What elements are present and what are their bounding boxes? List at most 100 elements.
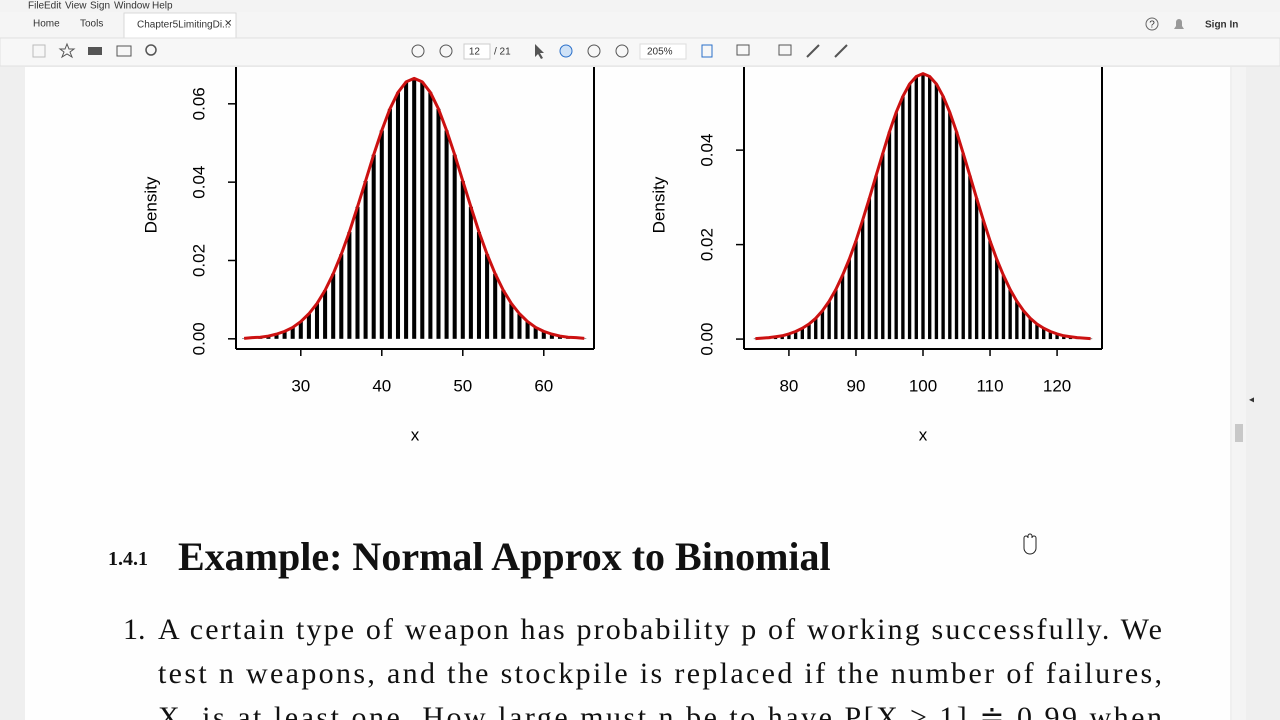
plots: 0.00 0.02 0.04 0.06 30 40 50 60 x Density 0.00 0.02… (141, 67, 1103, 444)
scrollbar[interactable] (1232, 67, 1246, 720)
bar (961, 153, 965, 340)
page-input[interactable] (463, 43, 491, 60)
sign-icon[interactable] (834, 44, 848, 58)
section-title: Example: Normal Approx to Binomial (178, 534, 831, 579)
x-tick-label: 40 (372, 376, 391, 395)
bar (793, 331, 798, 340)
next-page[interactable] (439, 44, 453, 58)
bar (954, 131, 959, 340)
y-tick-label: 0.02 (697, 228, 716, 261)
select-tool[interactable] (535, 44, 544, 59)
y-tick-label: 0.04 (189, 166, 208, 199)
bar (800, 328, 805, 340)
bar (274, 334, 279, 339)
bar (934, 84, 939, 340)
menu-item[interactable]: Help (152, 1, 173, 12)
bar (948, 112, 952, 340)
prev-page[interactable] (411, 44, 425, 58)
bar (995, 259, 999, 340)
bell-icon[interactable] (1174, 19, 1184, 29)
page-number[interactable]: 12 (469, 47, 481, 58)
bar (517, 313, 522, 339)
bar (1008, 289, 1012, 340)
x-tick-label: 30 (291, 376, 310, 395)
bar (395, 92, 401, 339)
bar (1041, 328, 1046, 340)
bar (379, 130, 384, 339)
comment-icon[interactable] (778, 44, 792, 56)
zoom-in[interactable] (615, 44, 629, 58)
bar (436, 108, 441, 339)
fit-icon[interactable] (701, 44, 713, 58)
bar (533, 327, 538, 339)
bar (1015, 301, 1019, 340)
bar (323, 290, 328, 339)
bar (1028, 318, 1032, 340)
bar (807, 323, 811, 340)
bar (314, 303, 320, 339)
bar (827, 301, 831, 340)
bar (460, 180, 465, 339)
hand-tool[interactable] (559, 44, 573, 58)
menu-item[interactable]: Sign (90, 1, 110, 12)
bar (371, 154, 376, 339)
zoom-input[interactable] (639, 43, 687, 60)
bar (412, 78, 417, 339)
menu-item[interactable]: File (28, 1, 45, 12)
bar (387, 108, 392, 339)
right-pane-toggle[interactable]: ◂ (1249, 395, 1254, 406)
bar (331, 273, 336, 339)
menu-item[interactable]: Edit (44, 1, 61, 12)
bar (974, 198, 979, 340)
menu-bar (0, 0, 1280, 12)
bar (901, 96, 905, 340)
help-icon[interactable] (1145, 17, 1159, 31)
bar (1048, 331, 1053, 340)
bar (420, 81, 425, 339)
zoom-out[interactable] (587, 44, 601, 58)
search-icon[interactable] (145, 44, 157, 56)
hand-cursor (1023, 533, 1037, 555)
bar (921, 73, 925, 340)
bar (881, 153, 885, 340)
bar (847, 259, 851, 340)
print-icon[interactable] (88, 47, 102, 55)
zoom-level[interactable]: 205% (647, 47, 673, 58)
mail-icon[interactable] (116, 45, 132, 57)
bar (867, 198, 872, 340)
bar (509, 303, 514, 339)
x-tick-label: 60 (534, 376, 553, 395)
bar (820, 310, 825, 340)
bar (347, 231, 352, 339)
bar (298, 321, 303, 339)
scroll-icon[interactable] (736, 44, 750, 56)
tab-close[interactable]: ✕ (224, 19, 232, 30)
bar (290, 327, 295, 339)
home-tab[interactable]: Home (33, 19, 60, 30)
help-glyph[interactable]: ? (1149, 20, 1155, 31)
y-tick-label: 0.04 (697, 134, 716, 167)
bar (928, 76, 932, 340)
sign-in[interactable]: Sign In (1205, 20, 1238, 31)
bar (306, 313, 311, 339)
y-tick-label: 0.06 (189, 87, 208, 120)
document-tab[interactable] (123, 12, 237, 39)
y-tick-label: 0.00 (189, 322, 208, 355)
document-tab-title[interactable]: Chapter5LimitingDi... (137, 20, 230, 31)
menu-item[interactable]: Window (114, 1, 150, 12)
menu-item[interactable]: View (65, 1, 87, 12)
pen-icon[interactable] (806, 44, 820, 58)
tools-tab[interactable]: Tools (80, 19, 103, 30)
scroll-thumb[interactable] (1235, 424, 1243, 442)
save-icon[interactable] (32, 44, 46, 58)
list-line: X, is at least one. How large must n be … (158, 701, 1162, 720)
star-icon[interactable] (58, 42, 76, 59)
bar (541, 331, 546, 339)
y-axis-label: Density (649, 176, 668, 233)
x-tick-label: 90 (846, 376, 865, 395)
bar (404, 81, 409, 339)
bar (444, 130, 449, 339)
